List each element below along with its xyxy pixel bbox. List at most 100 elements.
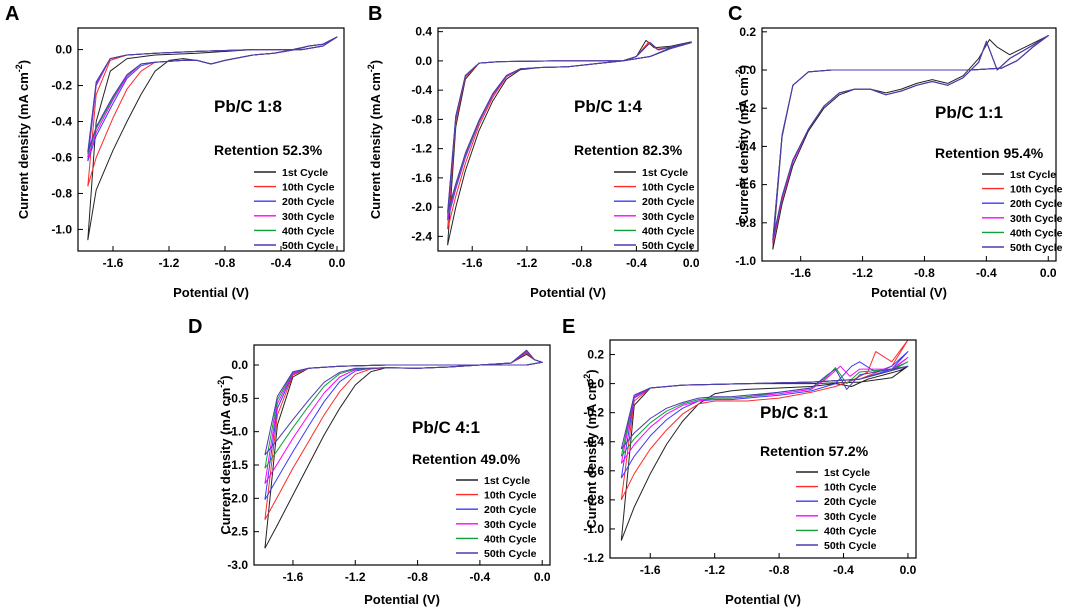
legend-entry-2: 10th Cycle — [824, 482, 877, 494]
legend-entry-2: 10th Cycle — [484, 490, 537, 502]
y-tick-label: -0.5 — [227, 391, 248, 405]
y-axis-label: Current density (mA cm-2) — [216, 375, 233, 534]
y-tick-label: -1.2 — [411, 142, 432, 156]
legend-entry-2: 10th Cycle — [642, 182, 695, 194]
curves — [264, 349, 543, 549]
y-tick-label: -0.8 — [735, 216, 756, 230]
x-tick-label: -0.4 — [271, 256, 292, 270]
y-tick-label: -0.2 — [583, 406, 604, 420]
x-tick-label: -1.2 — [517, 256, 538, 270]
curves — [447, 39, 692, 246]
x-axis-label: Potential (V) — [871, 285, 947, 300]
legend-entry-5: 40th Cycle — [824, 525, 877, 537]
y-tick-label: -0.8 — [411, 112, 432, 126]
legend-entry-1: 1st Cycle — [824, 467, 870, 479]
panel-label: C — [728, 3, 742, 25]
series-line-1 — [772, 35, 1049, 250]
plot-frame — [437, 27, 699, 252]
retention-label: Retention 82.3% — [574, 142, 683, 158]
y-tick-label: 0.0 — [587, 377, 604, 391]
y-axis-label: Current density (mA cm-2) — [14, 60, 31, 219]
y-axis-label-close: ) — [218, 375, 233, 379]
panel-label: B — [368, 3, 382, 25]
series-line-5 — [772, 35, 1049, 241]
curves — [772, 35, 1049, 250]
y-axis-label: Current density (mA cm-2) — [734, 65, 751, 224]
chart-title: Pb/C 1:4 — [574, 97, 643, 116]
y-tick-label: -1.0 — [735, 254, 756, 268]
plot-frame — [761, 27, 1057, 262]
panel-d: D -1.6 -1.2 -0.8 -0.4 0.0 -3.0 -2.5 -2.0 -1.5 -1.0… — [188, 316, 551, 607]
y-tick-label: -2.5 — [227, 525, 248, 539]
y-tick-label: 0.2 — [587, 348, 604, 362]
series-line-4 — [772, 35, 1049, 243]
retention-label: Retention 49.0% — [412, 451, 521, 467]
chart-title: Pb/C 1:8 — [214, 97, 282, 116]
y-tick-label: -0.4 — [51, 115, 72, 129]
y-tick-label: 0.0 — [55, 43, 72, 57]
y-tick-label: -0.6 — [583, 464, 604, 478]
y-tick-label: -0.8 — [51, 186, 72, 200]
legend-entry-4: 30th Cycle — [642, 211, 695, 223]
legend-entry-5: 40th Cycle — [642, 225, 695, 237]
y-tick-label: 0.2 — [739, 25, 756, 39]
y-axis-label-main: Current density (mA cm — [218, 388, 233, 535]
legend-entry-4: 30th Cycle — [484, 519, 537, 531]
y-tick-label: -0.6 — [51, 150, 72, 164]
x-axis-label: Potential (V) — [173, 285, 249, 300]
x-tick-label: -0.8 — [571, 256, 592, 270]
legend-entry-2: 10th Cycle — [1010, 184, 1063, 196]
panel-label: A — [5, 3, 19, 25]
x-tick-label: -0.4 — [626, 256, 647, 270]
panel-b: B -1.6 -1.2 -0.8 -0.4 0.0 -2.4 -2.0 -1.6 -1.2 -0.8… — [366, 3, 700, 300]
y-axis-label-sup: -2 — [216, 380, 226, 388]
y-tick-label: -1.0 — [227, 425, 248, 439]
series-line-6 — [264, 349, 543, 456]
legend-entry-4: 30th Cycle — [282, 211, 335, 223]
legend-entry-1: 1st Cycle — [642, 167, 688, 179]
y-tick-label: -0.2 — [735, 101, 756, 115]
y-axis-label: Current density (mA cm-2) — [582, 369, 599, 528]
legend: 1st Cycle 10th Cycle 20th Cycle 30th Cycle 4… — [254, 167, 335, 252]
y-tick-label: -3.0 — [227, 558, 248, 572]
series-line-5 — [87, 36, 338, 155]
x-tick-label: -1.2 — [345, 570, 366, 584]
y-tick-label: -2.0 — [227, 491, 248, 505]
x-tick-label: 0.0 — [1040, 266, 1057, 280]
x-axis-label: Potential (V) — [725, 592, 801, 607]
legend-entry-6: 50th Cycle — [824, 540, 877, 552]
y-tick-label: -0.4 — [583, 435, 604, 449]
y-tick-label: -0.2 — [51, 79, 72, 93]
x-tick-label: -0.8 — [769, 563, 790, 577]
legend: 1st Cycle 10th Cycle 20th Cycle 30th Cycle 4… — [614, 167, 695, 252]
legend-entry-6: 50th Cycle — [484, 548, 537, 560]
y-tick-label: -0.8 — [583, 493, 604, 507]
legend-entry-1: 1st Cycle — [1010, 169, 1056, 181]
x-axis-label: Potential (V) — [530, 285, 606, 300]
series-line-2 — [772, 35, 1049, 244]
plot-frame — [253, 344, 551, 566]
y-axis-label-close: ) — [368, 60, 383, 64]
y-axis-label-main: Current density (mA cm — [368, 72, 383, 219]
y-axis-label-main: Current density (mA cm — [16, 72, 31, 219]
x-tick-label: -1.2 — [159, 256, 180, 270]
series-line-1 — [87, 36, 338, 241]
y-tick-label: -0.4 — [735, 139, 756, 153]
retention-label: Retention 95.4% — [935, 145, 1044, 161]
legend-entry-5: 40th Cycle — [282, 225, 335, 237]
y-tick-label: -2.0 — [411, 200, 432, 214]
y-axis-label-main: Current density (mA cm — [584, 382, 599, 529]
legend: 1st Cycle 10th Cycle 20th Cycle 30th Cycle 4… — [456, 475, 537, 560]
legend-entry-2: 10th Cycle — [282, 182, 335, 194]
legend-entry-3: 20th Cycle — [484, 504, 537, 516]
x-tick-label: -1.2 — [852, 266, 873, 280]
x-tick-label: -0.4 — [976, 266, 997, 280]
y-tick-label: -0.6 — [735, 178, 756, 192]
y-axis-label-sup: -2 — [366, 64, 376, 72]
x-tick-label: -0.8 — [407, 570, 428, 584]
x-tick-label: -1.6 — [640, 563, 661, 577]
curves — [87, 36, 338, 241]
legend-entry-3: 20th Cycle — [282, 196, 335, 208]
x-tick-label: 0.0 — [329, 256, 346, 270]
series-line-6 — [620, 365, 909, 450]
